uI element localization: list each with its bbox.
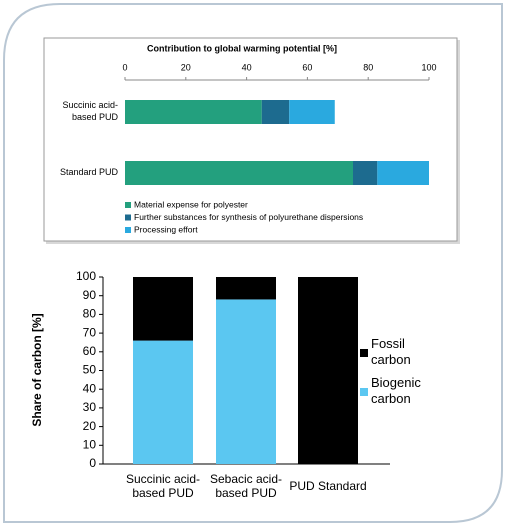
y-tick-label: 70 bbox=[83, 325, 97, 339]
x-tick-label: 60 bbox=[302, 62, 312, 72]
y-tick-label: 20 bbox=[83, 419, 97, 433]
x-tick-label: 100 bbox=[421, 62, 436, 72]
bar-segment bbox=[125, 161, 353, 185]
y-tick-label: 10 bbox=[83, 437, 97, 451]
bar-segment bbox=[133, 340, 193, 464]
category-label: PUD Standard bbox=[289, 479, 366, 493]
y-tick-label: 100 bbox=[76, 269, 96, 283]
legend-label: Further substances for synthesis of poly… bbox=[134, 212, 363, 222]
legend-swatch bbox=[125, 202, 131, 208]
x-tick-label: 0 bbox=[122, 62, 127, 72]
bar-segment bbox=[216, 277, 276, 300]
x-tick-label: 40 bbox=[242, 62, 252, 72]
y-axis-label: Share of carbon [%] bbox=[30, 313, 44, 426]
bar-segment bbox=[261, 100, 290, 124]
y-tick-label: 40 bbox=[83, 381, 97, 395]
chart-title: Contribution to global warming potential… bbox=[147, 43, 337, 53]
bar-segment bbox=[125, 100, 262, 124]
legend-label: Biogenic carbon bbox=[371, 375, 421, 406]
legend-label: Processing effort bbox=[134, 224, 198, 234]
y-tick-label: 50 bbox=[83, 363, 97, 377]
category-label: Standard PUD bbox=[60, 167, 119, 177]
bar-segment bbox=[133, 277, 193, 341]
legend-label: Fossil carbon bbox=[371, 336, 411, 367]
bar-segment bbox=[289, 100, 335, 124]
y-tick-label: 0 bbox=[89, 456, 96, 470]
x-tick-label: 80 bbox=[363, 62, 373, 72]
legend-swatch bbox=[360, 349, 368, 357]
bar-segment bbox=[216, 299, 276, 464]
bar-segment bbox=[298, 277, 358, 464]
bar-segment bbox=[377, 161, 429, 185]
x-tick-label: 20 bbox=[181, 62, 191, 72]
legend-swatch bbox=[125, 214, 131, 221]
y-tick-label: 30 bbox=[83, 400, 97, 414]
y-tick-label: 80 bbox=[83, 307, 97, 321]
chart-box bbox=[43, 37, 458, 242]
y-tick-label: 60 bbox=[83, 344, 97, 358]
bar-segment bbox=[353, 161, 378, 185]
legend-label: Material expense for polyester bbox=[134, 199, 248, 209]
category-label: Succinic acid-based PUD bbox=[126, 472, 200, 500]
category-label: Succinic acid-based PUD bbox=[62, 100, 118, 122]
legend-swatch bbox=[360, 388, 368, 396]
category-label: Sebacic acid-based PUD bbox=[210, 472, 282, 500]
legend-swatch bbox=[125, 227, 131, 233]
y-tick-label: 90 bbox=[83, 288, 97, 302]
